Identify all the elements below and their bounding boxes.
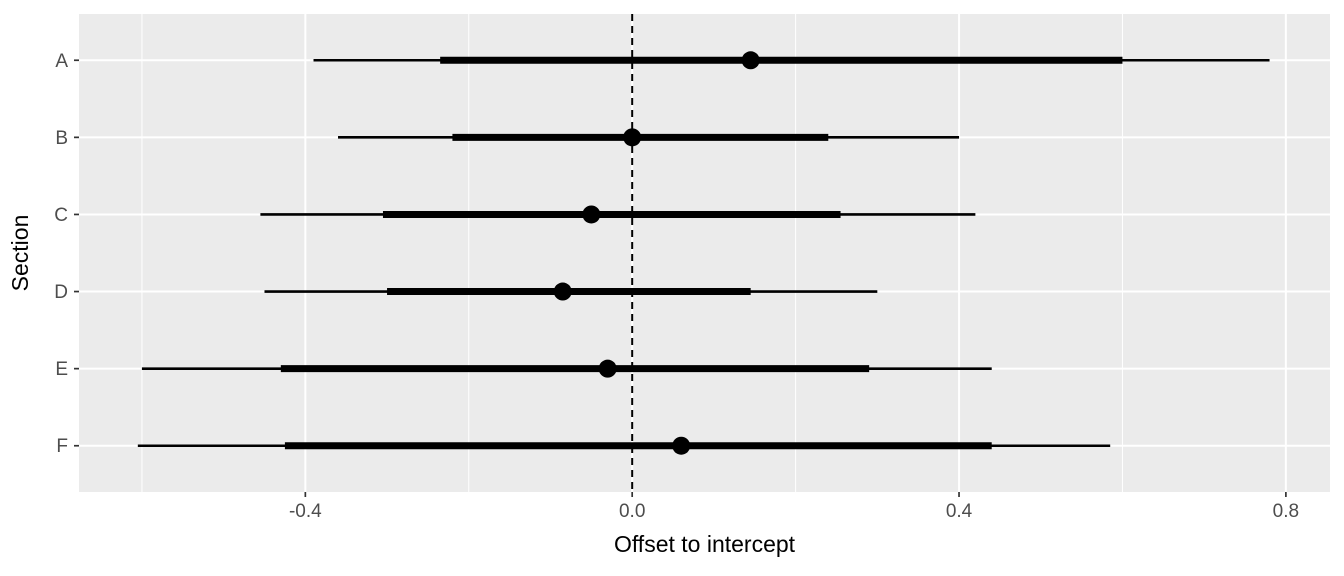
y-tick-label: C [54,205,68,226]
y-tick-label: D [54,282,68,303]
plot-panel-background [79,14,1330,492]
x-tick-label: 0.0 [619,501,645,522]
y-tick-label: F [56,436,68,457]
y-tick-label: A [55,51,68,72]
x-axis-title: Offset to intercept [614,531,796,557]
point-estimate-E [598,359,617,378]
point-estimate-B [623,128,642,147]
point-estimate-C [582,205,601,224]
x-tick-label: 0.8 [1273,501,1299,522]
x-tick-label: 0.4 [946,501,973,522]
y-axis-title: Section [7,215,33,292]
point-estimate-F [672,436,691,455]
y-tick-label: E [55,359,68,380]
point-estimate-D [553,282,572,301]
point-estimate-A [741,51,760,70]
y-tick-label: B [55,128,68,149]
x-tick-label: -0.4 [289,501,322,522]
